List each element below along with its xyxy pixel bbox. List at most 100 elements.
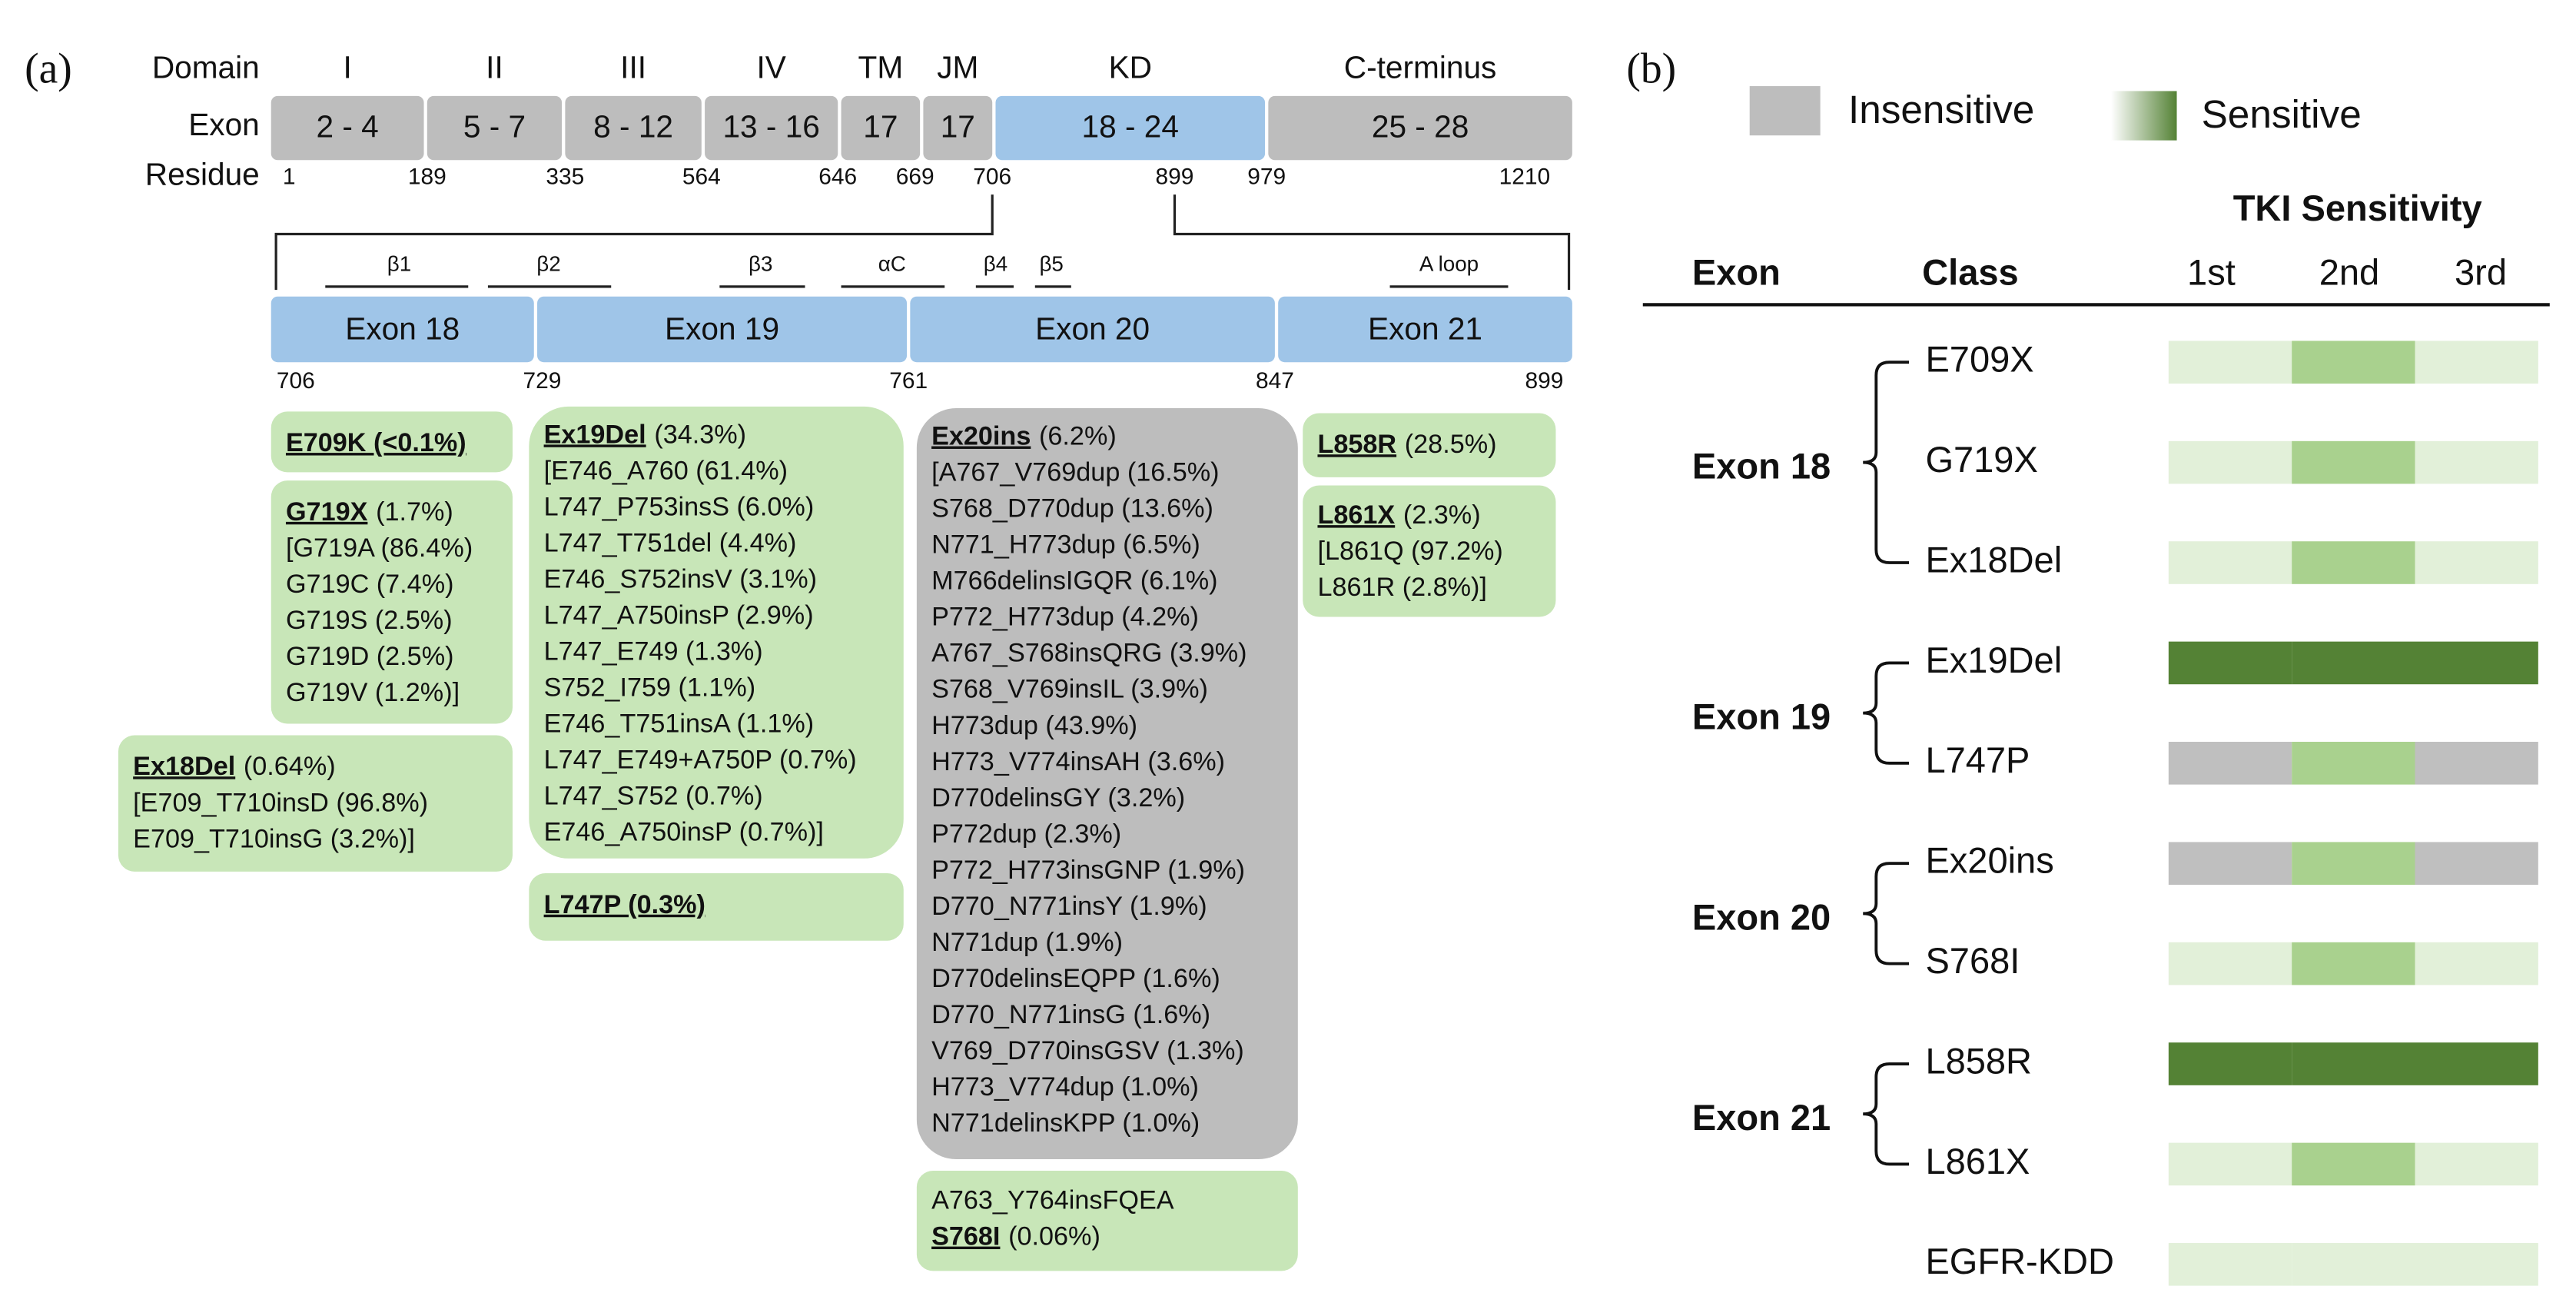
- structure-label: αC: [878, 251, 906, 275]
- sensitivity-cell: [2168, 1042, 2292, 1085]
- sensitivity-cell: [2292, 341, 2415, 384]
- mutation-line: A763_Y764insFQEA: [931, 1186, 1174, 1215]
- structure-label: β1: [387, 251, 411, 275]
- mutation-line: N771delinsKPP (1.0%): [931, 1108, 1200, 1138]
- class-label: L861X: [1925, 1141, 2030, 1181]
- column-header: 1st: [2187, 251, 2236, 292]
- mutation-line: L861X (2.3%): [1317, 500, 1480, 530]
- sensitivity-cell: [2292, 641, 2415, 685]
- column-header: 2nd: [2319, 251, 2379, 292]
- mutation-text: G719V (1.2%)]: [286, 678, 460, 707]
- mutation-text: E746_S752insV (3.1%): [544, 565, 817, 594]
- kd-residue-label: 899: [1525, 368, 1564, 394]
- mutation-line: S768_V769insIL (3.9%): [931, 675, 1208, 704]
- structure-label: β4: [984, 251, 1007, 275]
- mutation-name: G719X: [286, 497, 368, 527]
- sensitivity-cell: [2292, 842, 2415, 886]
- sensitivity-cell: [2415, 541, 2538, 584]
- mutation-line: N771dup (1.9%): [931, 928, 1123, 957]
- mutation-text: P772_H773dup (4.2%): [931, 603, 1199, 632]
- domain-label: TM: [858, 49, 904, 85]
- mutation-line: Ex18Del (0.64%): [133, 752, 335, 781]
- mutation-text: (0.06%): [1008, 1222, 1100, 1251]
- class-label: L858R: [1925, 1040, 2032, 1081]
- sensitivity-cell: [2415, 1142, 2538, 1186]
- kd-exon: [537, 296, 908, 363]
- mutation-text: L747_T751del (4.4%): [544, 529, 797, 558]
- column-header: Exon: [1692, 251, 1781, 292]
- mutation-line: L747_E749+A750P (0.7%): [544, 746, 857, 775]
- exon-segment: [565, 95, 702, 161]
- mutation-text: G719C (7.4%): [286, 570, 454, 599]
- mutation-text: (2.3%): [1403, 500, 1481, 530]
- mutation-line: P772dup (2.3%): [931, 819, 1121, 849]
- mutation-text: L747_E749+A750P (0.7%): [544, 746, 857, 775]
- mutation-name: S768I: [931, 1222, 1000, 1251]
- mutation-text: A763_Y764insFQEA: [931, 1186, 1174, 1215]
- mutation-name: Ex19Del: [544, 420, 646, 449]
- kd-exon-label: Exon 21: [1368, 311, 1482, 346]
- mutation-name: L858R: [1317, 430, 1396, 459]
- mutation-line: H773dup (43.9%): [931, 711, 1137, 740]
- mutation-text: S768_V769insIL (3.9%): [931, 675, 1208, 704]
- kd-exon-label: Exon 18: [345, 311, 460, 346]
- row-header: Exon: [188, 107, 260, 142]
- mutation-text: L861R (2.8%)]: [1317, 573, 1486, 602]
- residue-label: 669: [896, 164, 934, 190]
- legend-label: Sensitive: [2202, 92, 2362, 136]
- residue-label: 335: [546, 164, 584, 190]
- mutation-line: H773_V774dup (1.0%): [931, 1072, 1199, 1102]
- mutation-line: L747P (0.3%): [544, 890, 705, 919]
- panel-b: (b) Insensitive Sensitive TKI Sensitivity Ex…: [1626, 45, 2550, 1286]
- mutation-text: N771dup (1.9%): [931, 928, 1123, 957]
- residue-label: 189: [408, 164, 446, 190]
- sensitivity-cell: [2415, 842, 2538, 886]
- kd-exon-label: Exon 20: [1035, 311, 1150, 346]
- row-header: Domain: [152, 49, 260, 85]
- class-label: E709X: [1925, 339, 2033, 380]
- exon-label: 17: [941, 108, 975, 144]
- mutation-line: S768I (0.06%): [931, 1222, 1100, 1251]
- exon-segment: [427, 95, 563, 161]
- mutation-line: V769_D770insGSV (1.3%): [931, 1036, 1244, 1065]
- mutation-line: L747_E749 (1.3%): [544, 637, 763, 666]
- mutation-line: [L861Q (97.2%): [1317, 537, 1502, 566]
- sensitivity-cell: [2415, 942, 2538, 985]
- residue-label: 646: [818, 164, 857, 190]
- exon-label: 8 - 12: [593, 108, 673, 144]
- mutation-line: L747_T751del (4.4%): [544, 529, 797, 558]
- sensitivity-cell: [2168, 1243, 2292, 1286]
- mutation-line: H773_V774insAH (3.6%): [931, 747, 1225, 776]
- mutation-text: E709_T710insG (3.2%)]: [133, 824, 415, 853]
- exon-segment: [271, 95, 424, 161]
- mutation-text: E746_A750insP (0.7%)]: [544, 818, 824, 847]
- brace: [1863, 862, 1910, 965]
- legend-swatch: [1749, 86, 1821, 136]
- sensitivity-cell: [2168, 341, 2292, 384]
- mutation-box: [529, 406, 904, 859]
- panel-label: (a): [25, 45, 72, 93]
- mutation-text: N771delinsKPP (1.0%): [931, 1108, 1200, 1138]
- sensitivity-cell: [2292, 942, 2415, 985]
- mutation-text: L747_P753insS (6.0%): [544, 492, 815, 521]
- mutation-text: (1.7%): [376, 497, 453, 527]
- residue-label: 1210: [1499, 164, 1551, 190]
- mutation-line: G719X (1.7%): [286, 497, 453, 527]
- bracket: [274, 194, 1571, 291]
- sensitivity-cell: [2415, 641, 2538, 685]
- mutation-box: [1303, 413, 1556, 477]
- mutation-line: [G719A (86.4%): [286, 533, 473, 563]
- mutation-text: [G719A (86.4%): [286, 533, 473, 563]
- mutation-line: [A767_V769dup (16.5%): [931, 458, 1219, 487]
- structure-label: β2: [536, 251, 560, 275]
- domain-label: JM: [937, 49, 978, 85]
- domain-label: KD: [1109, 49, 1152, 85]
- mutation-text: V769_D770insGSV (1.3%): [931, 1036, 1244, 1065]
- mutation-line: A767_S768insQRG (3.9%): [931, 639, 1247, 668]
- mutation-text: S768_D770dup (13.6%): [931, 494, 1213, 523]
- mutation-line: [E746_A760 (61.4%): [544, 456, 788, 485]
- mutation-line: G719S (2.5%): [286, 606, 453, 635]
- mutation-line: S752_I759 (1.1%): [544, 673, 756, 703]
- mutation-line: P772_H773insGNP (1.9%): [931, 856, 1245, 885]
- class-label: G719X: [1925, 439, 2037, 480]
